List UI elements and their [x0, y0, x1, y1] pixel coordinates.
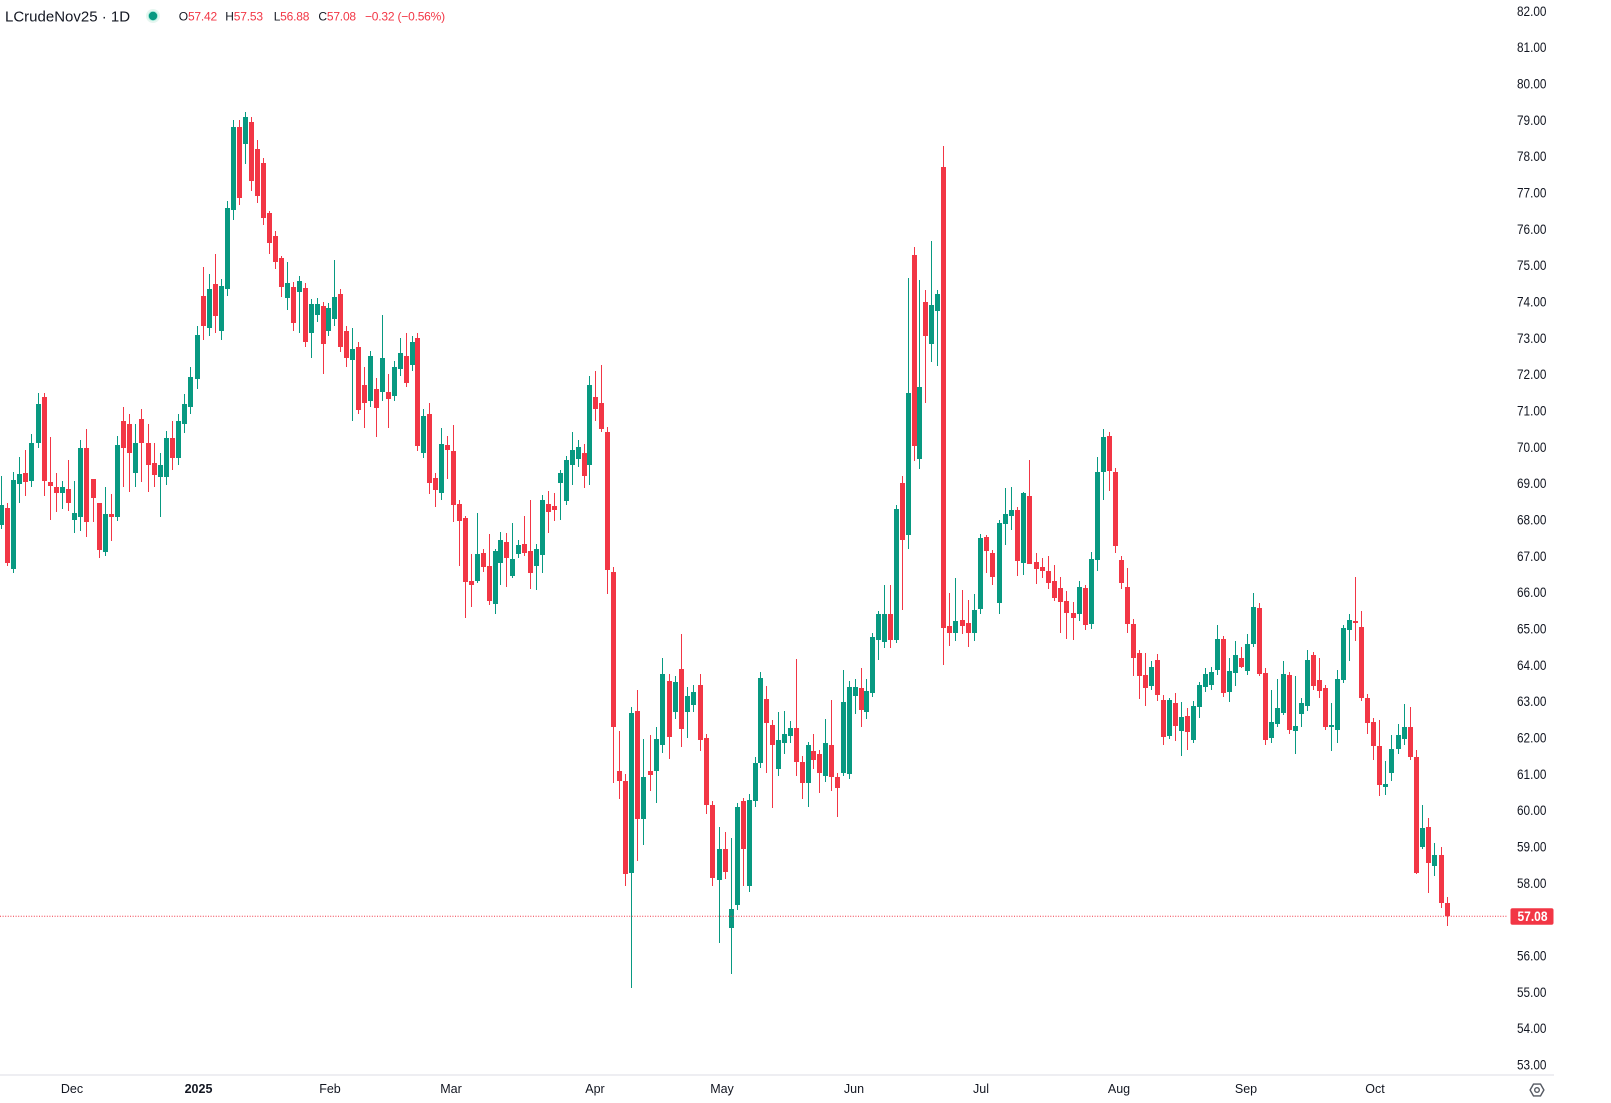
svg-text:59.00: 59.00 — [1517, 839, 1547, 855]
svg-text:62.00: 62.00 — [1517, 730, 1547, 746]
svg-text:70.00: 70.00 — [1517, 439, 1547, 455]
svg-text:69.00: 69.00 — [1517, 475, 1547, 491]
svg-text:64.00: 64.00 — [1517, 657, 1547, 673]
svg-text:Apr: Apr — [585, 1082, 604, 1096]
svg-text:53.00: 53.00 — [1517, 1057, 1547, 1073]
svg-text:66.00: 66.00 — [1517, 584, 1547, 600]
svg-text:2025: 2025 — [185, 1082, 213, 1096]
svg-text:Mar: Mar — [440, 1082, 462, 1096]
svg-text:65.00: 65.00 — [1517, 621, 1547, 637]
svg-text:58.00: 58.00 — [1517, 875, 1547, 891]
svg-text:55.00: 55.00 — [1517, 984, 1547, 1000]
svg-text:Oct: Oct — [1365, 1082, 1385, 1096]
svg-text:Dec: Dec — [61, 1082, 83, 1096]
svg-text:67.00: 67.00 — [1517, 548, 1547, 564]
svg-text:76.00: 76.00 — [1517, 221, 1547, 237]
svg-text:Feb: Feb — [319, 1082, 341, 1096]
svg-text:78.00: 78.00 — [1517, 148, 1547, 164]
svg-text:81.00: 81.00 — [1517, 39, 1547, 55]
svg-text:75.00: 75.00 — [1517, 257, 1547, 273]
svg-text:57.08: 57.08 — [1518, 908, 1548, 924]
svg-text:May: May — [710, 1082, 734, 1096]
svg-text:61.00: 61.00 — [1517, 766, 1547, 782]
svg-text:80.00: 80.00 — [1517, 76, 1547, 92]
svg-text:72.00: 72.00 — [1517, 366, 1547, 382]
svg-text:79.00: 79.00 — [1517, 112, 1547, 128]
svg-text:82.00: 82.00 — [1517, 3, 1547, 19]
svg-text:56.00: 56.00 — [1517, 948, 1547, 964]
svg-text:Sep: Sep — [1235, 1082, 1257, 1096]
svg-text:71.00: 71.00 — [1517, 403, 1547, 419]
svg-text:77.00: 77.00 — [1517, 185, 1547, 201]
svg-text:63.00: 63.00 — [1517, 693, 1547, 709]
svg-text:Jun: Jun — [844, 1082, 864, 1096]
svg-text:68.00: 68.00 — [1517, 512, 1547, 528]
svg-text:Jul: Jul — [973, 1082, 989, 1096]
svg-text:74.00: 74.00 — [1517, 294, 1547, 310]
svg-text:Aug: Aug — [1108, 1082, 1130, 1096]
svg-text:60.00: 60.00 — [1517, 802, 1547, 818]
svg-text:LCrudeNov25 · 1D: LCrudeNov25 · 1D — [5, 9, 130, 26]
svg-text:54.00: 54.00 — [1517, 1020, 1547, 1036]
svg-text:73.00: 73.00 — [1517, 330, 1547, 346]
